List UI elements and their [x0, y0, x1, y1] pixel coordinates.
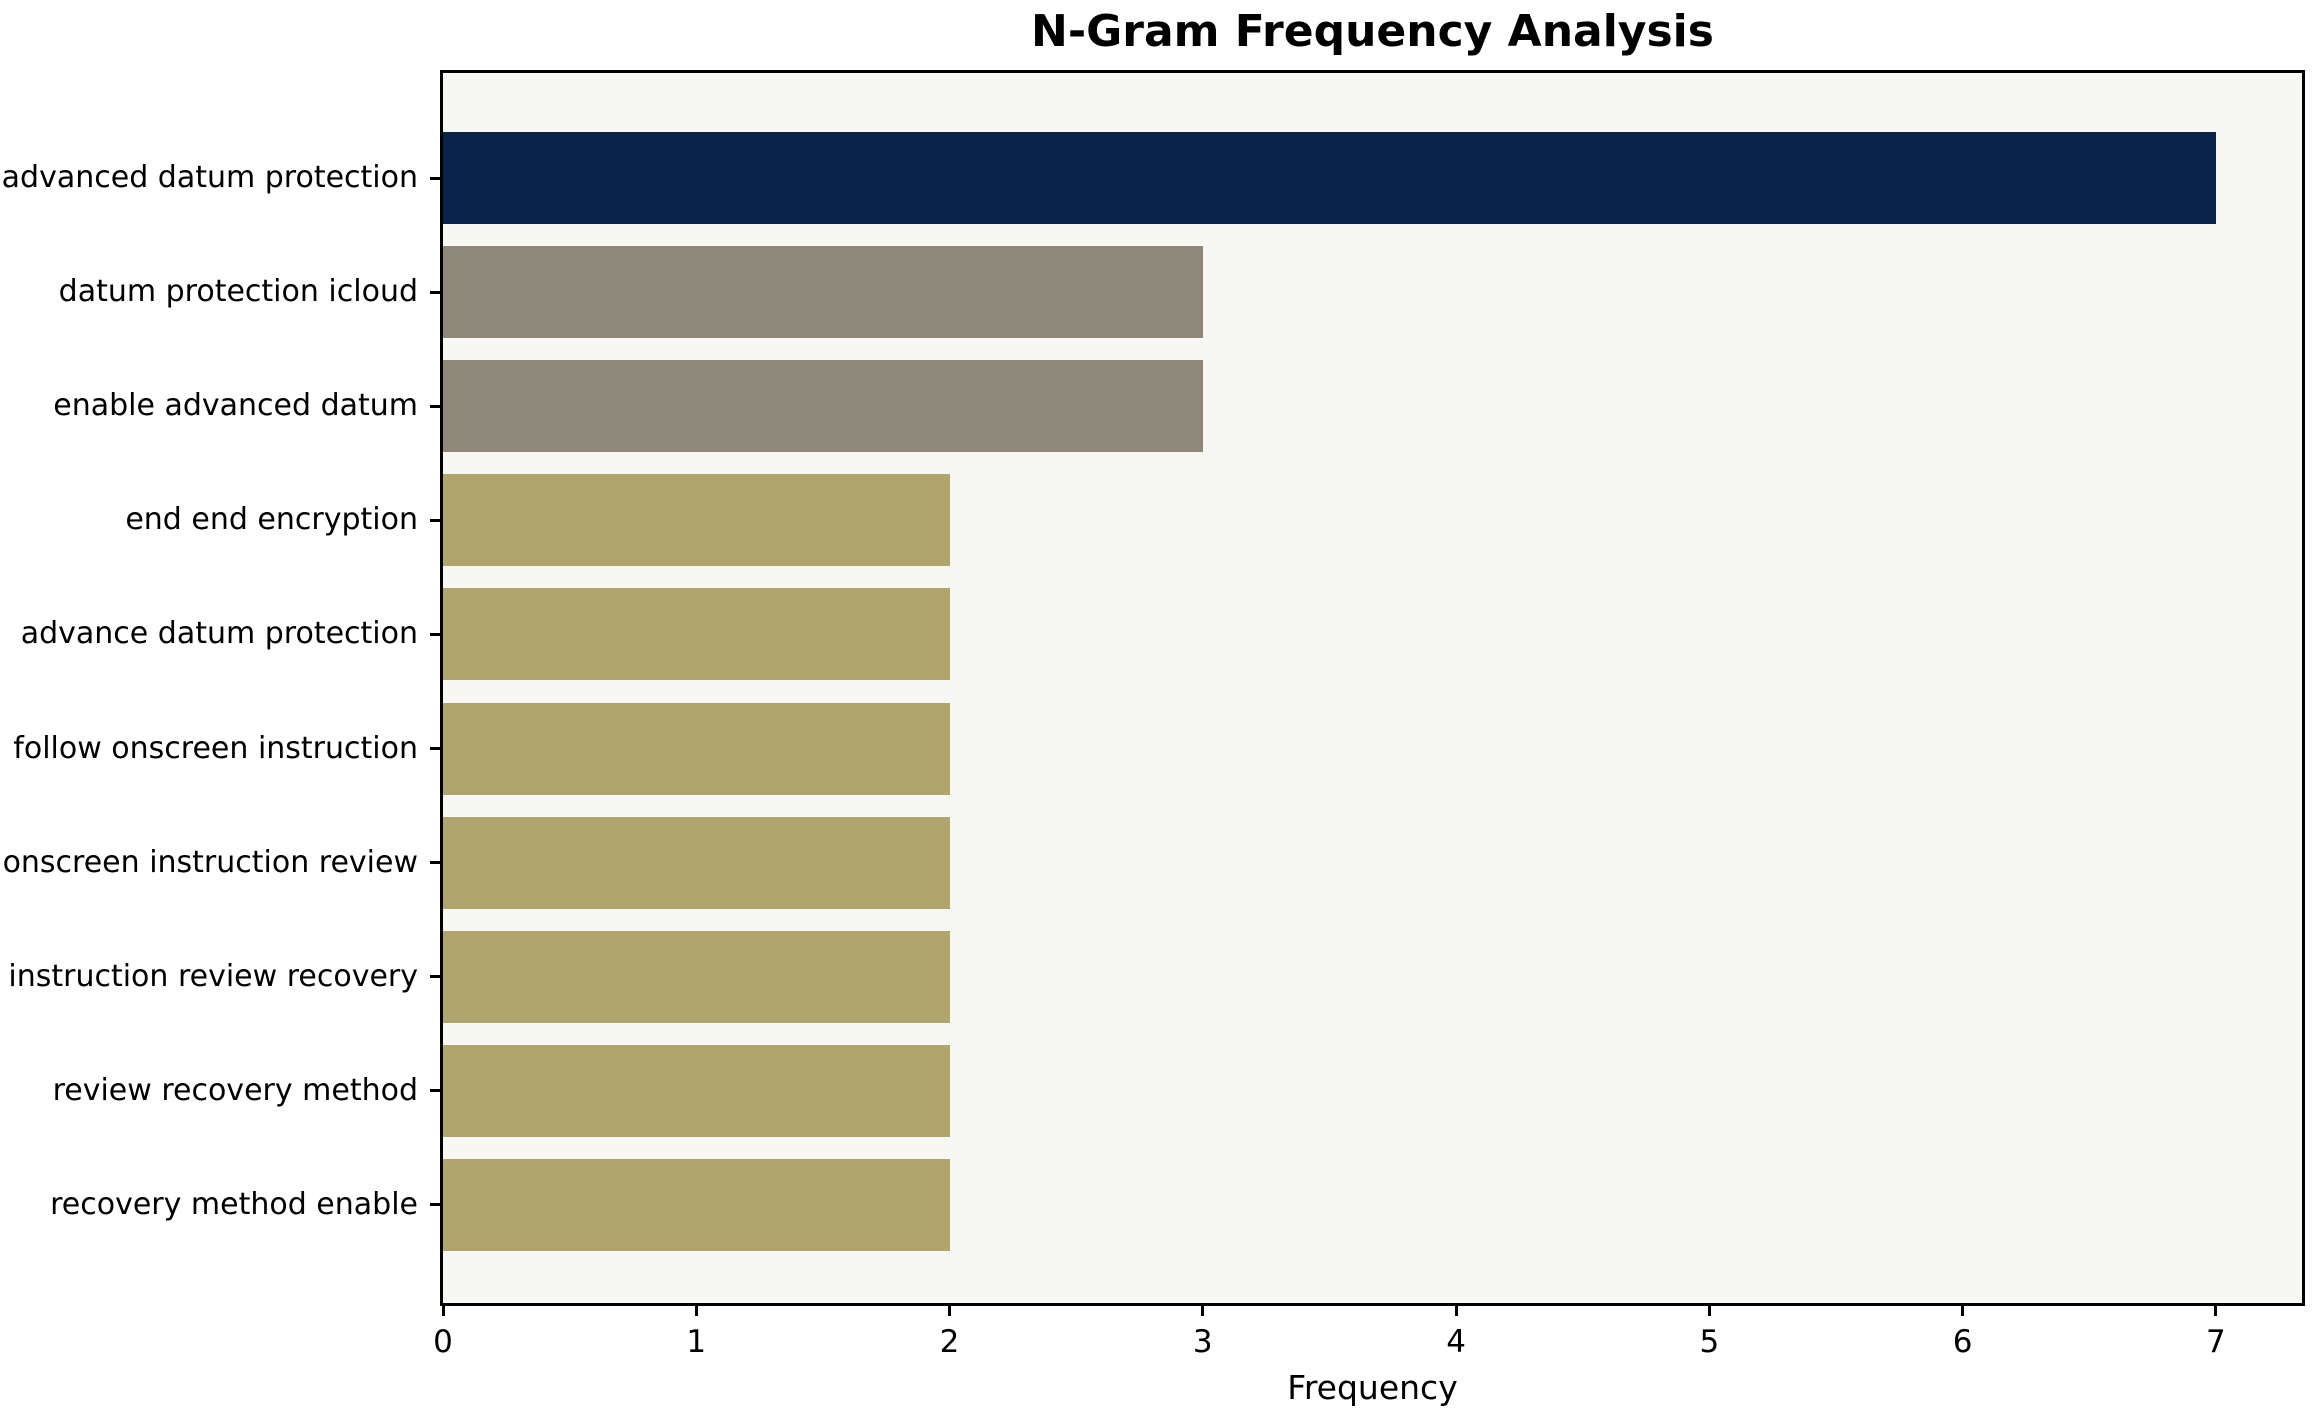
bar: [443, 246, 1203, 339]
y-tick-mark: [430, 747, 443, 751]
y-tick-mark: [430, 861, 443, 865]
x-tick-label: 7: [2206, 1324, 2226, 1360]
x-tick-label: 3: [1192, 1324, 1213, 1360]
bar: [443, 930, 950, 1023]
y-tick-label: datum protection icloud: [58, 274, 418, 310]
y-tick-mark: [430, 1089, 443, 1093]
bar: [443, 132, 2216, 224]
x-tick-mark: [441, 1303, 445, 1316]
x-tick-label: 4: [1446, 1324, 1466, 1360]
y-tick-label: enable advanced datum: [53, 388, 418, 424]
y-tick-mark: [430, 176, 443, 180]
y-tick-label: review recovery method: [52, 1072, 418, 1108]
bar: [443, 588, 950, 681]
y-tick-label: onscreen instruction review: [2, 844, 418, 880]
plot-area: [440, 70, 2305, 1306]
bar: [443, 1044, 950, 1137]
y-tick-mark: [430, 975, 443, 979]
y-tick-label: advanced datum protection: [1, 160, 418, 195]
x-tick-label: 2: [939, 1324, 960, 1360]
bar: [443, 360, 1203, 453]
x-tick-mark: [1201, 1303, 1205, 1316]
y-tick-label: follow onscreen instruction: [13, 730, 418, 766]
x-tick-mark: [1961, 1303, 1965, 1316]
x-tick-mark: [694, 1303, 698, 1316]
chart-title: N-Gram Frequency Analysis: [1031, 6, 1714, 57]
x-axis-title: Frequency: [1287, 1368, 1458, 1407]
x-tick-mark: [948, 1303, 952, 1316]
x-tick-mark: [1454, 1303, 1458, 1316]
y-tick-label: end end encryption: [125, 502, 418, 538]
y-tick-mark: [430, 518, 443, 522]
bar: [443, 474, 950, 567]
y-tick-label: advance datum protection: [20, 616, 418, 652]
y-tick-label: instruction review recovery: [8, 958, 418, 994]
y-tick-mark: [430, 632, 443, 636]
bar: [443, 702, 950, 795]
x-tick-label: 0: [433, 1324, 453, 1360]
bar: [443, 1158, 950, 1251]
x-tick-label: 5: [1699, 1324, 1720, 1360]
y-tick-mark: [430, 290, 443, 294]
x-tick-mark: [1707, 1303, 1711, 1316]
y-tick-label: recovery method enable: [50, 1186, 418, 1222]
x-tick-label: 6: [1952, 1324, 1973, 1360]
x-tick-label: 1: [686, 1324, 707, 1360]
y-tick-mark: [430, 1203, 443, 1207]
bar: [443, 816, 950, 909]
x-tick-mark: [2214, 1303, 2218, 1316]
y-tick-mark: [430, 404, 443, 408]
